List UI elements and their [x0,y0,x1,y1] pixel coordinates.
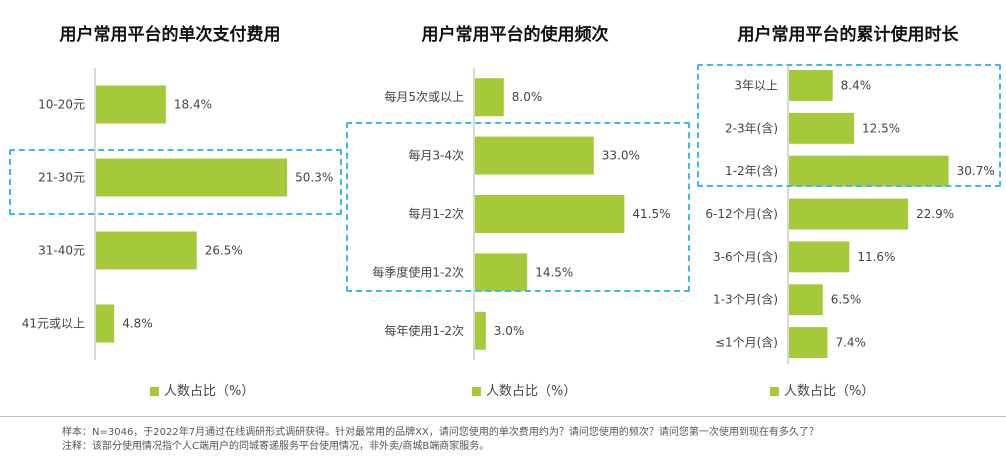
bar [475,136,594,175]
highlight-box-unit-cost [9,149,342,215]
bar [475,78,504,117]
legend: 人数占比（%） [472,380,576,399]
category-label: 每月1-2次 [408,206,464,221]
bar [475,311,486,350]
value-label: 8.0% [512,90,543,104]
value-label: 50.3% [295,171,333,185]
category-label: 每月3-4次 [408,148,464,163]
chart-title: 用户常用平台的单次支付费用 [59,25,281,45]
legend-label: 人数占比（%） [164,384,255,399]
bar [789,155,949,187]
bar [789,241,850,273]
bar-chart-frequency: 每月5次或以上 8.0% 每月3-4次 33.0% 每月1-2次 41.5% 每季度使用1-… [372,68,671,360]
value-label: 8.4% [841,78,872,92]
chart-title: 用户常用平台的累计使用时长 [737,25,959,45]
bar [789,112,854,144]
value-label: 33.0% [602,149,640,163]
value-label: 3.0% [494,324,525,338]
legend: 人数占比（%） [150,380,254,399]
value-label: 30.7% [957,164,995,178]
category-label: 10-20元 [38,98,85,112]
footer-sample-note: 样本：N=3046，于2022年7月通过在线调研形式调研获得。针对最常用的品牌X… [62,427,819,438]
bar [789,327,828,358]
chart-panel-frequency: 用户常用平台的使用频次 每月5次或以上 8.0% 每月3-4次 33.0% 每月1-2次… [340,0,690,410]
bar [789,70,833,101]
category-label: ≤1个月(含) [715,335,778,350]
legend-swatch [770,387,779,396]
category-label: 31-40元 [38,244,85,258]
value-label: 18.4% [174,98,212,112]
value-label: 4.8% [122,317,152,331]
bar [475,195,625,233]
category-label: 6-12个月(含) [705,206,778,221]
category-label: 1-2年(含) [725,163,778,178]
chart-title: 用户常用平台的使用频次 [421,25,609,45]
value-label: 6.5% [831,293,862,307]
bar [96,231,197,270]
bar-chart-duration: 3年以上 8.4% 2-3年(含) 12.5% 1-2年(含) 30.7% 6-12个月(含… [705,64,995,364]
highlight-box-frequency [346,122,690,292]
legend-label: 人数占比（%） [784,384,875,399]
legend-label: 人数占比（%） [486,384,577,399]
category-label: 每年使用1-2次 [384,323,464,338]
value-label: 11.6% [857,250,895,264]
category-label: 3-6个月(含) [713,249,778,264]
category-label: 3年以上 [734,78,778,92]
highlight-box-duration [697,64,1001,187]
value-label: 7.4% [835,336,866,350]
bar [96,304,115,343]
footer-divider [0,416,1006,417]
chart-panel-unit-cost: 用户常用平台的单次支付费用 10-20元 18.4% 21-30元 50.3% 31-4… [0,0,340,410]
value-label: 41.5% [632,207,670,221]
category-label: 21-30元 [38,171,85,185]
bar [96,158,288,197]
category-label: 2-3年(含) [725,120,778,135]
chart-panel-duration: 用户常用平台的累计使用时长 3年以上 8.4% 2-3年(含) 12.5% 1-2年(含… [690,0,1006,410]
category-label: 每月5次或以上 [384,89,464,104]
legend-swatch [472,387,481,396]
legend-swatch [150,387,159,396]
value-label: 14.5% [535,265,573,279]
footer-annotation: 注释：该部分使用情况指个人C端用户的同城寄递服务平台使用情况，非外卖/商城B端商… [62,441,490,452]
legend: 人数占比（%） [770,380,874,399]
bar [96,85,166,124]
category-label: 每季度使用1-2次 [372,264,464,279]
value-label: 12.5% [862,121,900,135]
value-label: 26.5% [205,244,243,258]
bar [789,284,823,316]
category-label: 41元或以上 [22,317,85,331]
bar [789,198,909,230]
value-label: 22.9% [916,207,954,221]
category-label: 1-3个月(含) [713,292,778,307]
bar-chart-unit-cost: 10-20元 18.4% 21-30元 50.3% 31-40元 26.5% 41元或以上 4… [22,68,333,360]
bar [475,253,528,292]
